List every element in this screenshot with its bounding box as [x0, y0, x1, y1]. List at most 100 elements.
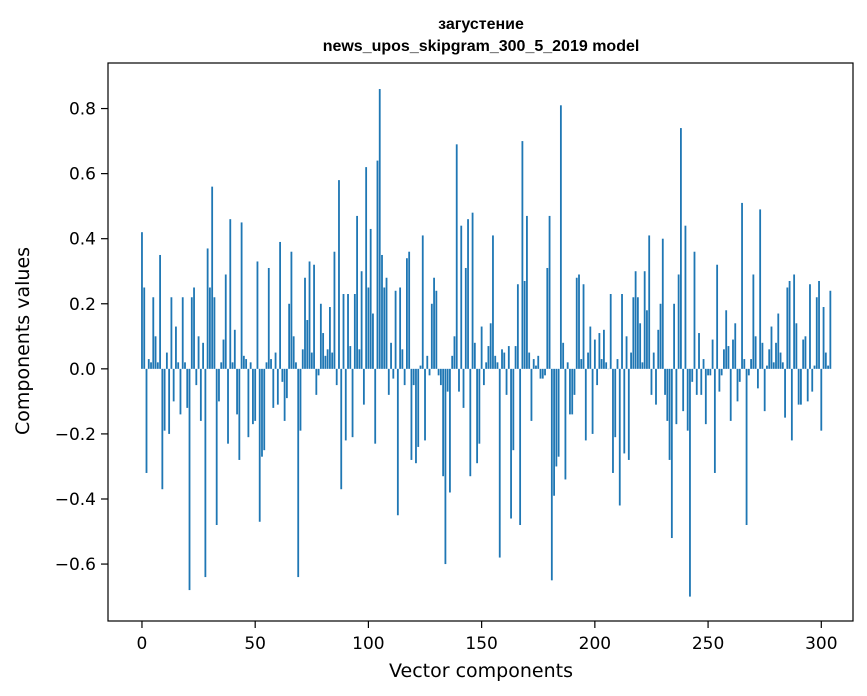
- bar: [175, 326, 177, 369]
- bar: [646, 310, 648, 369]
- bar: [193, 287, 195, 369]
- bar: [446, 368, 449, 392]
- bar: [381, 254, 383, 369]
- bar: [460, 225, 463, 369]
- bar: [802, 339, 805, 369]
- bar: [163, 368, 166, 431]
- bar: [252, 368, 254, 425]
- bar: [824, 352, 827, 369]
- bar: [501, 349, 503, 369]
- bar: [695, 368, 698, 395]
- bar: [720, 368, 723, 376]
- bar: [455, 144, 458, 369]
- bar: [684, 225, 687, 369]
- bar: [761, 342, 764, 369]
- bar: [281, 368, 284, 382]
- bar: [408, 251, 411, 369]
- bar: [788, 280, 791, 369]
- bar: [258, 368, 261, 522]
- bar: [233, 329, 236, 369]
- bar: [587, 352, 589, 369]
- bar: [723, 349, 725, 369]
- bar: [471, 212, 474, 369]
- bar: [537, 355, 540, 369]
- bar: [759, 209, 762, 369]
- bar: [356, 215, 358, 369]
- bar: [247, 368, 250, 438]
- bar: [657, 329, 660, 369]
- bar: [548, 215, 551, 369]
- bar: [532, 359, 535, 369]
- bar: [313, 264, 315, 369]
- bar: [419, 365, 422, 369]
- bar: [686, 368, 689, 431]
- bar: [392, 368, 395, 379]
- bar: [713, 368, 716, 473]
- bar: [254, 368, 257, 421]
- y-axis-ticks: −0.6 −0.4 −0.2 0.0 0.2 0.4 0.6 0.8: [55, 100, 108, 575]
- bar: [670, 368, 673, 539]
- bar: [503, 352, 506, 369]
- bar: [591, 368, 594, 434]
- bar: [211, 186, 214, 369]
- bar: [295, 362, 297, 369]
- bar: [680, 128, 682, 369]
- bar: [401, 349, 404, 369]
- bar: [557, 368, 560, 457]
- bar: [632, 297, 635, 369]
- bar: [204, 368, 207, 578]
- bar: [612, 368, 614, 473]
- bar: [750, 359, 752, 369]
- bar: [242, 355, 245, 369]
- bar: [301, 349, 304, 369]
- bar: [462, 368, 465, 408]
- plot-frame: [107, 62, 854, 622]
- bar: [292, 336, 295, 369]
- bar: [766, 365, 768, 369]
- bar: [609, 294, 612, 369]
- bar: [747, 368, 750, 376]
- bar: [439, 368, 442, 386]
- bar: [338, 180, 340, 369]
- bar: [589, 326, 592, 369]
- bar: [648, 235, 651, 369]
- bar: [245, 359, 248, 369]
- bar: [804, 336, 807, 369]
- bar: [521, 141, 524, 369]
- x-tick-label: 250: [692, 634, 724, 654]
- bar: [181, 297, 184, 369]
- bar: [188, 368, 191, 591]
- bar: [297, 368, 300, 578]
- y-tick-label: −0.4: [55, 490, 96, 510]
- bar: [559, 105, 562, 369]
- bar: [510, 368, 512, 519]
- bar: [661, 238, 664, 369]
- bar: [326, 349, 329, 369]
- bar: [362, 368, 365, 405]
- bar: [208, 287, 211, 369]
- chart-title: загустение: [438, 16, 524, 33]
- bar: [340, 368, 343, 490]
- bar: [598, 333, 601, 369]
- bar: [403, 368, 406, 386]
- bar: [664, 368, 666, 395]
- bar: [541, 368, 544, 379]
- bar: [693, 251, 696, 369]
- y-tick-label: −0.6: [55, 555, 96, 575]
- bar: [421, 235, 424, 369]
- y-tick-label: 0.4: [69, 230, 96, 250]
- bar: [240, 222, 243, 369]
- bar: [202, 342, 205, 369]
- x-tick-label: 300: [805, 634, 837, 654]
- bar: [827, 365, 829, 369]
- bar: [152, 297, 155, 369]
- bar: [754, 336, 757, 369]
- bar: [415, 368, 417, 464]
- bar: [822, 307, 825, 369]
- bar: [145, 368, 148, 473]
- x-tick-label: 150: [465, 634, 497, 654]
- bar: [639, 323, 642, 369]
- bar: [741, 202, 743, 369]
- bar: [417, 368, 420, 447]
- bar: [738, 368, 741, 382]
